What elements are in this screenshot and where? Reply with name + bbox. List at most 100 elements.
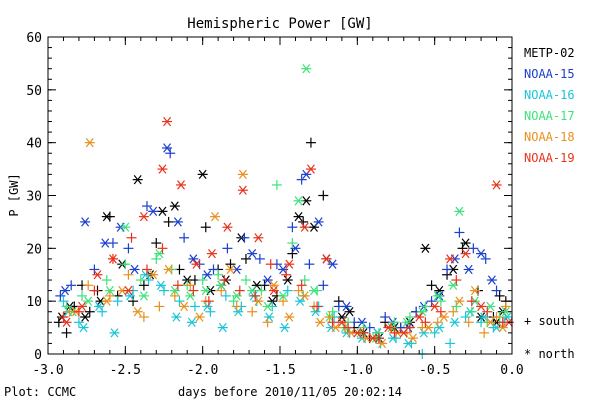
north-point xyxy=(463,264,474,275)
north-point xyxy=(124,291,135,301)
north-point xyxy=(155,280,166,290)
south-point xyxy=(468,243,479,254)
south-point xyxy=(435,306,446,317)
north-point xyxy=(301,64,312,74)
x-tick-label: -1.0 xyxy=(342,363,373,378)
north-point xyxy=(336,317,347,327)
south-point xyxy=(429,327,440,338)
south-point xyxy=(247,306,258,317)
south-point xyxy=(491,312,502,323)
y-axis-label: P [GW] xyxy=(7,173,21,216)
x-axis-label: days before 2010/11/05 20:02:14 xyxy=(178,385,402,399)
north-point xyxy=(310,307,321,317)
south-point xyxy=(141,201,152,212)
north-point xyxy=(92,270,103,280)
south-point xyxy=(220,290,231,301)
south-point xyxy=(262,317,273,328)
legend-entry: NOAA-19 xyxy=(524,151,575,165)
south-point xyxy=(451,301,462,312)
north-point xyxy=(60,285,71,296)
south-point xyxy=(231,301,242,312)
x-tick-label: -3.0 xyxy=(32,363,63,378)
south-point xyxy=(228,296,239,307)
south-point xyxy=(77,290,88,301)
south-point xyxy=(327,317,338,328)
south-point xyxy=(420,301,431,312)
south-point xyxy=(454,227,465,238)
north-point xyxy=(460,248,471,259)
south-point xyxy=(296,280,307,291)
south-point xyxy=(55,290,66,301)
north-point xyxy=(341,301,352,312)
north-point xyxy=(282,275,293,285)
south-point xyxy=(188,285,199,296)
north-point xyxy=(148,270,159,280)
north-point xyxy=(414,312,425,322)
south-point xyxy=(61,327,72,338)
north-point xyxy=(162,143,173,153)
south-point xyxy=(318,190,329,201)
south-point xyxy=(213,269,224,280)
north-point xyxy=(434,322,445,333)
y-axis-ticks: 0 10 20 30 40 50 60 xyxy=(26,31,512,363)
south-point xyxy=(172,280,183,291)
legend-entry: NOAA-17 xyxy=(524,109,575,123)
south-point xyxy=(174,296,185,307)
north-point xyxy=(367,333,378,343)
north-point xyxy=(293,211,304,222)
south-point xyxy=(404,312,415,323)
north-point xyxy=(432,291,443,301)
north-point xyxy=(268,280,279,290)
y-tick-label: 60 xyxy=(26,31,42,46)
north-point xyxy=(157,164,168,174)
south-point xyxy=(185,280,196,291)
north-point xyxy=(182,275,193,285)
south-point xyxy=(287,222,298,233)
south-point xyxy=(296,174,307,185)
north-point xyxy=(445,254,456,264)
north-point xyxy=(264,312,275,322)
north-point xyxy=(284,312,295,322)
south-point xyxy=(216,285,227,296)
x-tick-label: -2.0 xyxy=(187,363,218,378)
south-point xyxy=(58,312,69,323)
north-point xyxy=(225,264,236,275)
plot-credit: Plot: CCMC xyxy=(4,385,76,399)
north-point xyxy=(417,307,428,317)
x-tick-label: -0.5 xyxy=(419,363,450,378)
north-point xyxy=(448,280,459,290)
x-tick-label: 0.0 xyxy=(500,363,523,378)
south-point xyxy=(254,253,265,264)
north-point xyxy=(476,301,487,312)
north-point xyxy=(497,322,508,333)
south-point xyxy=(240,275,251,286)
south-point xyxy=(265,259,276,270)
north-point xyxy=(262,301,273,312)
south-point xyxy=(89,264,100,275)
north-point xyxy=(185,291,196,301)
north-point xyxy=(278,291,289,301)
north-point xyxy=(383,322,394,333)
south-point xyxy=(120,259,131,270)
south-point xyxy=(157,243,168,254)
legend-entry: NOAA-16 xyxy=(524,88,575,102)
north-point xyxy=(237,169,248,180)
south-point xyxy=(205,306,216,317)
south-point xyxy=(318,280,329,291)
south-point xyxy=(451,275,462,286)
legend-entry: NOAA-15 xyxy=(524,67,575,81)
north-point xyxy=(197,169,208,180)
south-point xyxy=(73,317,84,328)
legend-north-marker: * north xyxy=(524,347,575,361)
south-point xyxy=(128,296,139,307)
north-point xyxy=(202,301,213,312)
north-point xyxy=(420,243,431,254)
north-point xyxy=(284,259,295,269)
north-point xyxy=(80,217,91,227)
south-point xyxy=(97,306,108,317)
south-point xyxy=(240,253,251,264)
north-point xyxy=(398,328,409,338)
south-point xyxy=(83,280,94,291)
north-point xyxy=(237,185,248,195)
